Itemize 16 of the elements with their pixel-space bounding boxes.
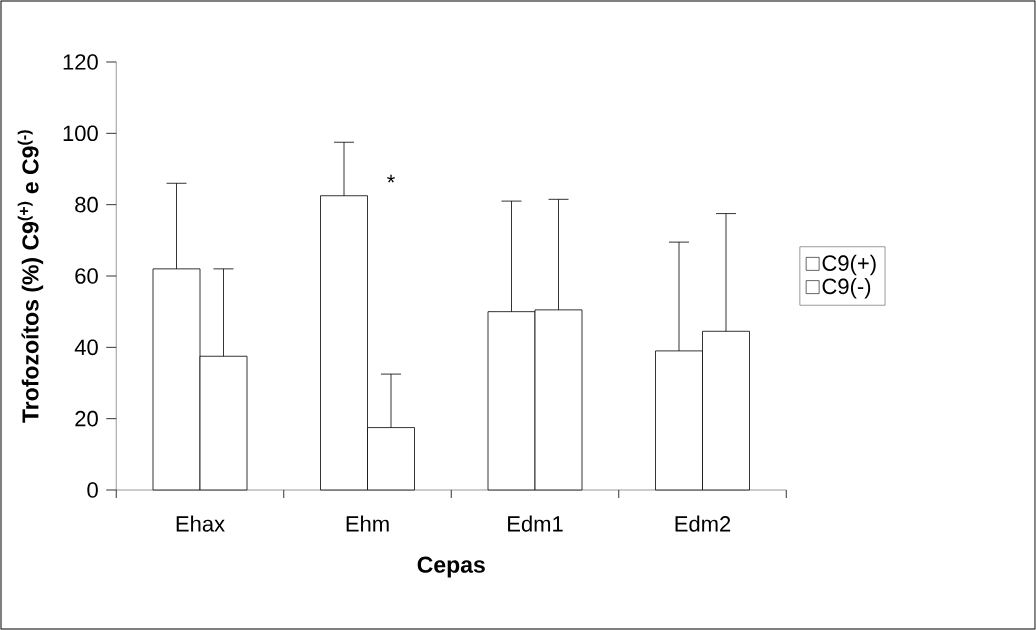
x-tick-label: Ehm [346, 515, 389, 532]
legend-label: C9(+) [822, 254, 876, 276]
legend-label: C9(-) [822, 277, 871, 299]
y-tick-label: 80 [75, 196, 98, 213]
y-tick-label: 100 [63, 125, 98, 142]
annotation: * [387, 174, 395, 183]
x-tick-label: Ehax [176, 515, 225, 532]
x-tick-label: Edm1 [508, 515, 563, 532]
x-axis-title: Cepas [417, 556, 485, 578]
y-tick-label: 40 [74, 339, 98, 356]
y-tick-label: 60 [75, 268, 98, 284]
x-tick-label: Edm2 [675, 515, 731, 532]
y-tick-label: 0 [87, 482, 98, 498]
y-tick-label: 20 [75, 410, 98, 427]
y-axis-title: Trofozoítos (%) C9$^{(+)}$ e C9$^{(-)}$ [17, 130, 44, 423]
y-tick-label: 120 [63, 54, 98, 70]
